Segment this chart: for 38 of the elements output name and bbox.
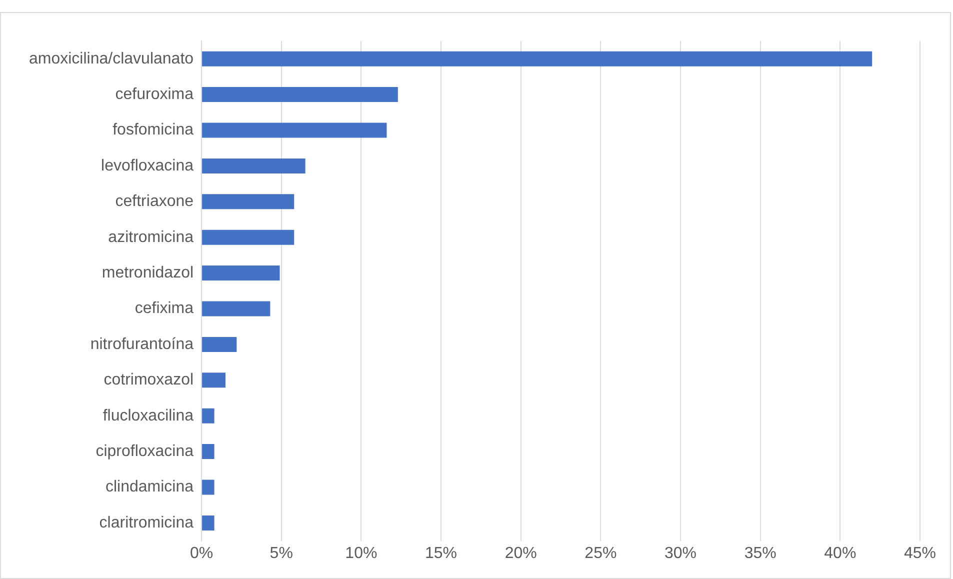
bar: [202, 515, 214, 530]
y-tick-label: nitrofurantoína: [90, 336, 194, 353]
x-tick-label: 35%: [744, 544, 776, 562]
y-tick-label: cefuroxima: [115, 86, 194, 103]
y-tick-label: cefixima: [134, 300, 194, 318]
bar: [202, 408, 214, 424]
x-tick-label: 25%: [584, 544, 617, 562]
y-tick-label: fosfomicina: [112, 122, 194, 139]
bar: [202, 372, 226, 388]
y-tick-label: levofloxacina: [101, 157, 194, 174]
bar: [202, 87, 398, 102]
x-tick-label: 30%: [664, 544, 697, 562]
y-tick-label: ciprofloxacina: [96, 442, 194, 460]
x-tick-label: 0%: [190, 544, 214, 562]
x-tick-label: 15%: [425, 544, 458, 562]
bar: [202, 51, 872, 66]
y-tick-label: ceftriaxone: [115, 193, 194, 210]
bar: [202, 301, 270, 316]
x-tick-label: 40%: [824, 544, 856, 562]
bar: [202, 122, 387, 138]
y-tick-label: amoxicilina/clavulanato: [29, 50, 194, 68]
bar: [202, 480, 214, 495]
x-tick-label: 20%: [504, 544, 537, 562]
y-tick-label: azitromicina: [108, 228, 194, 246]
bar: [202, 444, 214, 460]
x-tick-label: 45%: [904, 544, 936, 562]
y-tick-label: clindamicina: [105, 478, 194, 496]
y-tick-label: metronidazol: [102, 264, 194, 282]
bar: [202, 194, 294, 210]
bar: [202, 158, 306, 174]
y-tick-label: claritromicina: [99, 514, 194, 532]
bar: [202, 230, 294, 245]
y-tick-label: cotrimoxazol: [104, 372, 194, 389]
bar: [202, 336, 237, 352]
x-tick-label: 5%: [270, 544, 293, 562]
bar: [202, 266, 280, 281]
y-tick-label: flucloxacilina: [102, 407, 194, 424]
x-tick-label: 10%: [345, 544, 378, 562]
